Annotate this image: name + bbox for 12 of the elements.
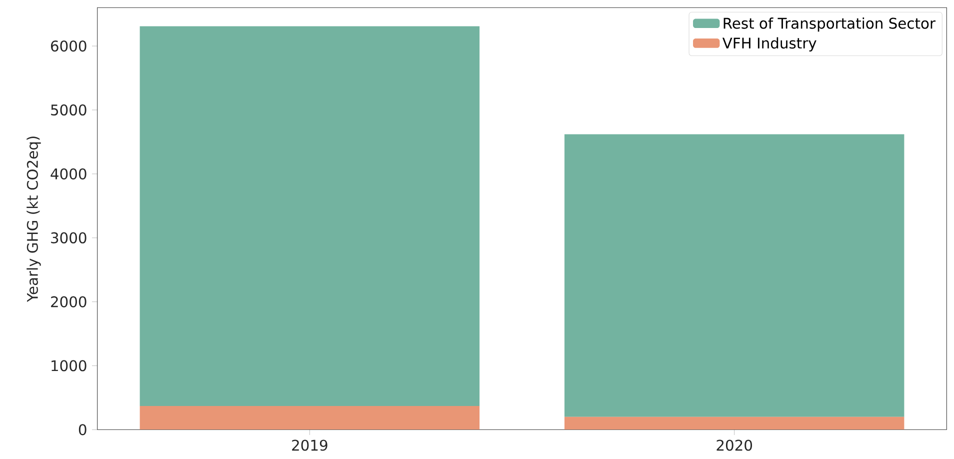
y-tick-label: 2000 bbox=[51, 296, 86, 308]
y-tick-label: 3000 bbox=[51, 232, 86, 244]
y-axis-title: Yearly GHG (kt CO2eq) bbox=[26, 136, 41, 302]
x-tick-label: 2019 bbox=[292, 440, 328, 451]
legend-label: Rest of Transportation Sector bbox=[724, 17, 936, 32]
y-tick-label: 6000 bbox=[50, 40, 86, 52]
x-tick-label: 2020 bbox=[716, 440, 752, 451]
legend-label: VFH Industry bbox=[722, 37, 816, 52]
y-tick-label: 1000 bbox=[52, 360, 86, 372]
y-tick-label: 0 bbox=[78, 424, 86, 436]
y-tick-label: 5000 bbox=[51, 104, 86, 116]
y-tick-label: 4000 bbox=[50, 168, 86, 180]
